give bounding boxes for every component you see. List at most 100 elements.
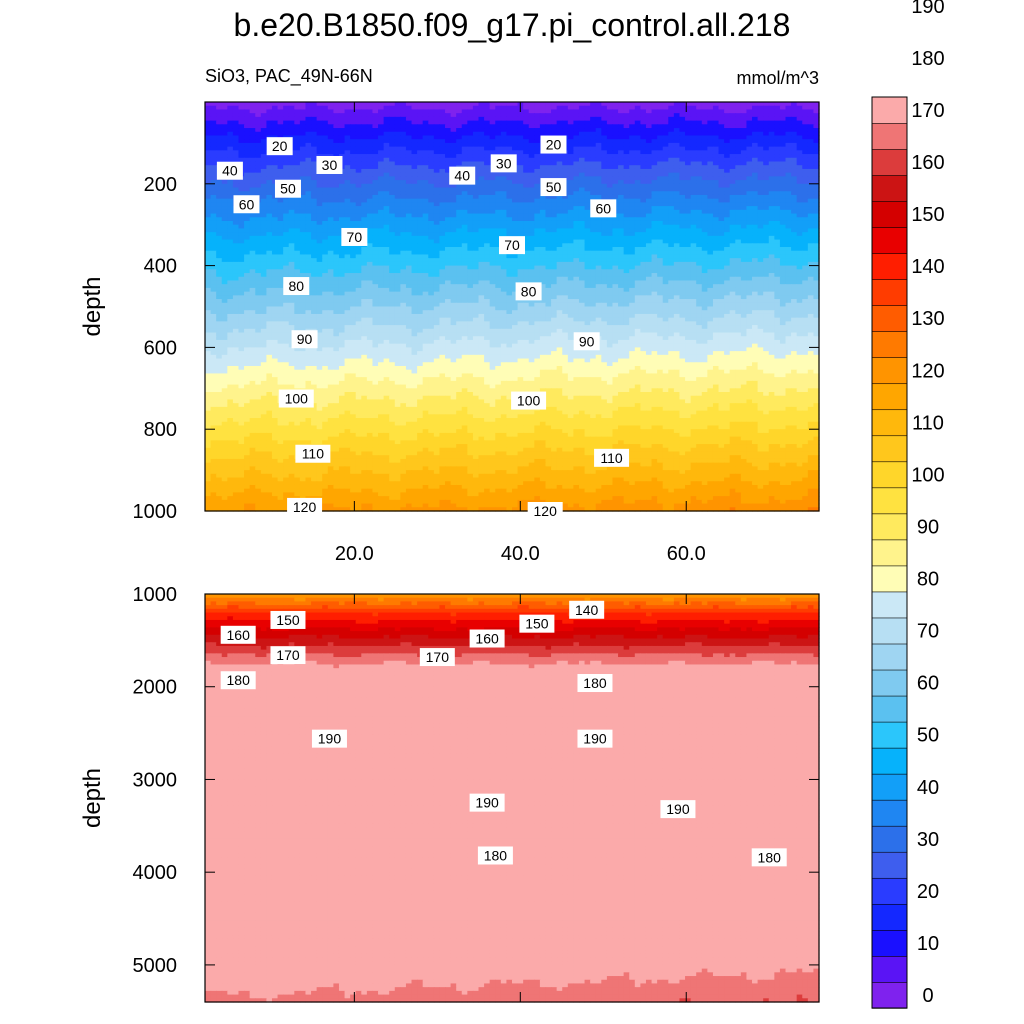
x-tick-label: 20.0 — [335, 543, 374, 565]
colorbar-swatch — [871, 643, 908, 671]
contour-label: 90 — [291, 330, 318, 349]
contour-label: 190 — [311, 729, 347, 748]
colorbar-tick-label: 190 — [911, 0, 944, 18]
colorbar-swatch — [871, 278, 908, 306]
colorbar-tick-label: 80 — [917, 569, 939, 591]
contour-label: 40 — [449, 166, 476, 185]
colorbar-swatch — [871, 435, 908, 463]
colorbar: 0 10 20 30 40 50 60 70 80 90 100 110 120 130 140 150 160… — [871, 0, 945, 1009]
colorbar-swatch — [871, 96, 908, 124]
x-tick-label: 40.0 — [501, 543, 540, 565]
contour-label: 70 — [499, 236, 525, 255]
colorbar-swatch — [871, 539, 908, 567]
contour-label: 160 — [469, 629, 505, 648]
colorbar-swatch — [871, 513, 908, 541]
colorbar-swatch — [871, 851, 908, 879]
contour-label: 20 — [540, 135, 567, 154]
contour-label: 20 — [266, 137, 293, 156]
y-tick-label: 800 — [144, 419, 177, 441]
y-tick-label: 200 — [144, 174, 177, 196]
colorbar-swatch — [871, 617, 908, 645]
y-tick-label: 1000 — [133, 584, 178, 606]
colorbar-tick-label: 50 — [917, 725, 939, 747]
colorbar-swatch — [871, 122, 908, 150]
colorbar-swatch — [871, 200, 908, 228]
y-axis-label: depth — [79, 276, 106, 336]
y-tick-label: 400 — [144, 256, 177, 278]
y-axis-label: depth — [79, 768, 106, 828]
colorbar-swatch — [871, 304, 908, 332]
units-label: mmol/m^3 — [737, 68, 819, 88]
contour-label: 30 — [490, 154, 517, 173]
colorbar-swatch — [871, 461, 908, 489]
contour-label: 90 — [573, 332, 600, 351]
y-tick-label: 5000 — [133, 955, 178, 977]
colorbar-tick-label: 90 — [917, 517, 939, 539]
contour-label: 180 — [577, 674, 613, 693]
colorbar-swatch — [871, 591, 908, 619]
colorbar-tick-label: 100 — [911, 464, 944, 486]
colorbar-swatch — [871, 174, 908, 202]
colorbar-swatch — [871, 955, 908, 983]
contour-label: 180 — [751, 848, 787, 867]
colorbar-tick-label: 20 — [917, 881, 939, 903]
contour-label: 50 — [540, 178, 567, 197]
colorbar-tick-label: 60 — [917, 673, 939, 695]
contour-label: 160 — [220, 625, 256, 644]
contour-label: 110 — [295, 444, 331, 463]
colorbar-swatch — [871, 487, 908, 515]
colorbar-swatch — [871, 825, 908, 853]
contour-label: 150 — [270, 610, 306, 629]
colorbar-tick-label: 140 — [911, 256, 944, 278]
y-tick-label: 4000 — [133, 862, 178, 884]
x-tick-label: 60.0 — [667, 543, 706, 565]
contour-label: 170 — [270, 646, 306, 665]
colorbar-tick-label: 110 — [912, 412, 944, 434]
contour-label: 190 — [577, 729, 613, 748]
contour-label: 40 — [216, 161, 243, 180]
colorbar-tick-label: 180 — [911, 48, 944, 70]
contour-label: 110 — [594, 448, 630, 467]
y-axis: 1000 2000 3000 4000 5000 — [133, 584, 819, 977]
colorbar-tick-label: 30 — [917, 829, 939, 851]
colorbar-swatch — [871, 929, 908, 957]
colorbar-tick-label: 160 — [911, 152, 944, 174]
panel-frame — [204, 593, 820, 1003]
y-tick-label: 1000 — [133, 501, 178, 523]
y-tick-label: 3000 — [133, 769, 178, 791]
y-tick-label: 2000 — [133, 677, 178, 699]
variable-label: SiO3, PAC_49N-66N — [205, 66, 373, 87]
colorbar-swatch — [871, 330, 908, 358]
contour-label: 180 — [477, 846, 513, 865]
contour-label: 170 — [419, 648, 455, 667]
contour-label: 60 — [233, 195, 260, 214]
contour-label: 60 — [590, 199, 617, 218]
y-tick-label: 600 — [144, 337, 177, 359]
colorbar-swatch — [871, 981, 908, 1009]
contour-labels: 20 20 30 30 40 40 50 50 60 60 70 70 80 80 90 90 100 100 11… — [216, 135, 630, 520]
colorbar-tick-label: 0 — [922, 985, 933, 1007]
contour-label: 70 — [341, 227, 368, 246]
colorbar-swatch — [871, 721, 908, 749]
contour-label: 150 — [519, 614, 555, 633]
colorbar-tick-label: 70 — [917, 621, 939, 643]
contour-fill — [205, 594, 820, 1003]
colorbar-swatch — [871, 877, 908, 905]
contour-fill — [205, 102, 820, 512]
contour-label: 190 — [660, 800, 696, 819]
colorbar-swatch — [871, 356, 908, 385]
contour-label: 100 — [278, 389, 314, 408]
contour-label: 120 — [527, 502, 563, 520]
contour-label: 120 — [287, 497, 323, 516]
colorbar-swatch — [871, 773, 908, 801]
colorbar-tick-label: 170 — [911, 100, 944, 122]
contour-label: 80 — [515, 282, 542, 301]
bottom-panel: 1000 2000 3000 4000 5000 depth 140 150 150 160 160… — [79, 584, 820, 1003]
colorbar-swatch — [871, 148, 908, 176]
colorbar-swatch — [871, 383, 908, 411]
contour-label: 30 — [316, 155, 343, 174]
y-axis: 200 400 600 800 1000 — [133, 174, 819, 523]
x-axis: 20.0 40.0 60.0 — [335, 543, 706, 565]
colorbar-swatch — [871, 903, 908, 931]
